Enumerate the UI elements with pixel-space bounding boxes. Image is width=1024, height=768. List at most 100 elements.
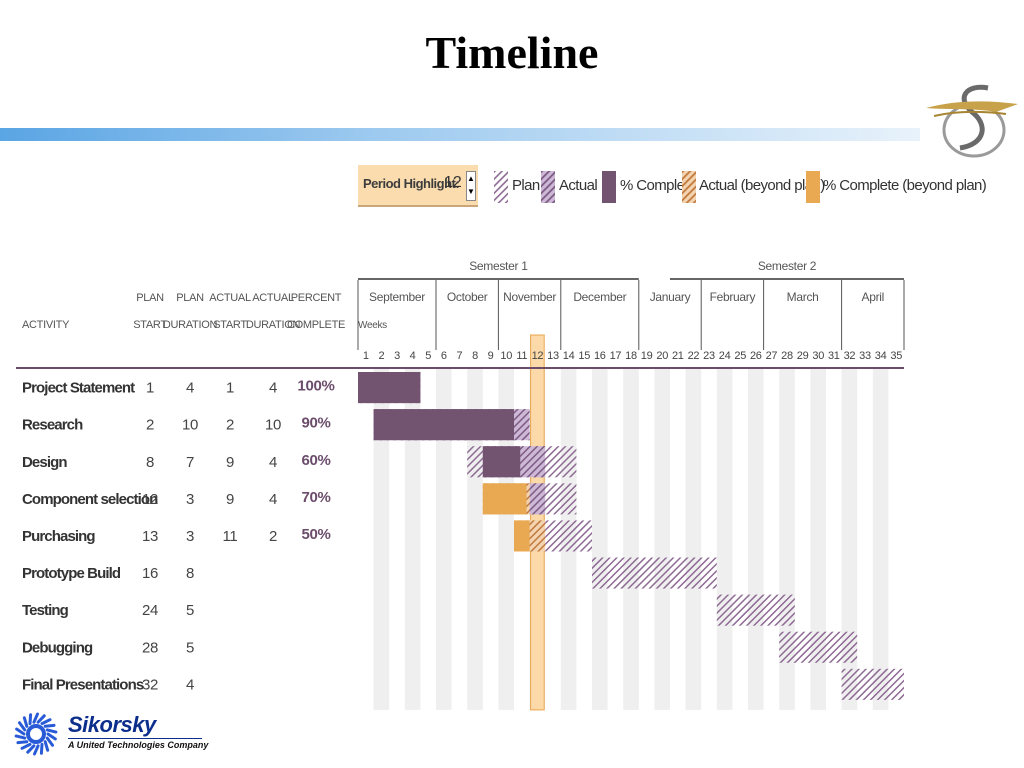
legend-label-plan: Plan [512,177,540,194]
column-header-line1: ACTUAL [252,292,294,304]
emblem-ray [32,712,40,724]
legend-label-complete: % Complete [620,177,696,194]
column-header-line2: DURATION [246,319,301,331]
month-label: April [862,290,885,304]
plan-duration-value: 5 [186,602,194,619]
activity-name: Final Presentations [22,676,144,693]
legend-label-actual-beyond: Actual (beyond plan) [699,177,825,194]
emblem-ray [40,718,52,726]
column-header-line2: START [133,319,167,331]
plan-bar [592,557,717,589]
plan-start-value: 1 [146,380,154,397]
actual-duration-value: 4 [269,380,277,397]
actual-start-value: 1 [226,380,234,397]
week-band [436,368,452,710]
sikorsky-logo: Sikorsky A United Technologies Company [14,712,214,758]
actual-duration-value: 4 [269,454,277,471]
complete-swatch [602,171,616,203]
week-number: 21 [672,350,684,362]
percent-complete-value: 90% [301,415,330,432]
emblem-ray [32,744,40,756]
plan-swatch [494,171,508,203]
plan-start-value: 8 [146,454,154,471]
month-label: March [787,290,819,304]
actual-swatch [541,171,555,203]
activity-name: Design [22,454,67,471]
week-band [654,368,670,710]
spinner-down-icon[interactable]: ▼ [467,187,475,196]
semester-label: Semester 2 [758,259,817,273]
week-band [592,368,608,710]
week-band [872,368,889,710]
complete-beyond-bar [514,520,530,552]
week-number: 19 [641,350,653,362]
emblem-ray [45,728,58,734]
plan-duration-value: 3 [186,491,194,508]
emblem-ray [14,734,27,740]
column-header-line1: PLAN [176,292,204,304]
company-name: Sikorsky [68,712,156,737]
plan-bar [841,668,904,700]
week-number: 13 [547,350,559,362]
month-label: January [650,290,691,304]
week-number: 20 [656,350,668,362]
actual-duration-value: 2 [269,528,277,545]
activity-name: Purchasing [22,528,95,545]
period-highlight-spinner[interactable]: ▲ ▼ [466,171,476,201]
actual-start-value: 2 [226,417,234,434]
column-header-line2: ACTIVITY [22,319,70,331]
legend-label-complete-beyond: % Complete (beyond plan) [823,177,987,194]
activity-name: Prototype Build [22,565,121,582]
week-band [623,368,639,710]
week-number: 1 [363,350,369,362]
emblem-ray [26,744,36,754]
week-band [685,368,702,710]
actual-start-value: 9 [226,491,234,508]
week-band [810,368,826,710]
week-number: 8 [472,350,478,362]
activity-name: Project Statement [22,380,135,397]
percent-complete-value: 60% [301,452,330,469]
month-label: December [573,290,626,304]
week-number: 35 [890,350,902,362]
activity-name: Research [22,417,83,434]
period-highlight-label: Period Highlight: [363,176,460,191]
week-number: 27 [766,350,778,362]
emblem-ray [36,714,46,724]
month-label: November [503,290,556,304]
plan-start-value: 16 [142,565,158,582]
actual-duration-value: 10 [265,417,281,434]
plan-start-value: 28 [142,639,158,656]
semester-label: Semester 1 [469,259,528,273]
emblem-ray [20,742,32,750]
week-number: 24 [719,350,731,362]
week-number: 18 [625,350,637,362]
emblem-ray [43,723,56,728]
week-number: 16 [594,350,606,362]
week-number: 30 [812,350,824,362]
week-number: 28 [781,350,793,362]
month-label: February [710,290,756,304]
plan-duration-value: 7 [186,454,194,471]
column-header-line1: PLAN [136,292,164,304]
week-number: 6 [441,350,447,362]
column-header-line2: START [213,319,247,331]
plan-duration-value: 8 [186,565,194,582]
gantt-chart: Semester 1 Semester 2 September October Nove… [16,259,905,711]
complete-bar [482,446,521,478]
column-header-line1: ACTUAL [209,292,251,304]
week-number: 31 [828,350,840,362]
plan-duration-value: 4 [186,676,194,693]
period-highlight-value[interactable]: 12 [444,174,462,191]
week-number: 22 [688,350,700,362]
emblem-ray [46,732,57,741]
week-number: 17 [610,350,622,362]
emblem-ray [28,713,33,726]
slide-title: Timeline [425,27,599,78]
legend-label-actual: Actual [559,177,598,194]
plan-bar [545,520,592,552]
plan-bar [716,594,795,626]
week-number: 32 [844,350,856,362]
percent-complete-value: 70% [301,489,330,506]
spinner-up-icon[interactable]: ▲ [467,174,475,183]
